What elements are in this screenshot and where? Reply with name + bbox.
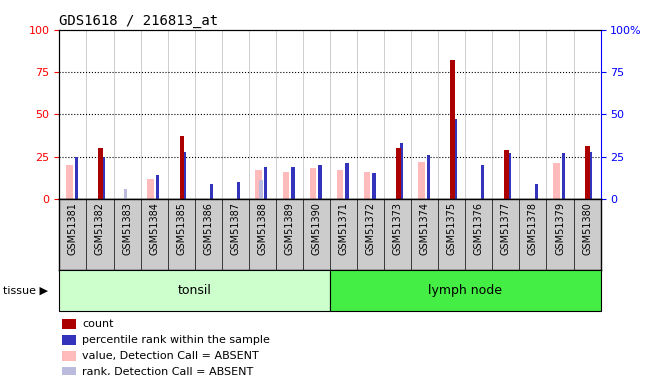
Bar	[282, 172, 289, 199]
Bar	[337, 170, 343, 199]
Bar	[210, 184, 213, 199]
Bar	[102, 157, 105, 199]
Bar	[330, 270, 601, 311]
Text: rank, Detection Call = ABSENT: rank, Detection Call = ABSENT	[82, 367, 253, 375]
Bar	[318, 165, 321, 199]
Bar	[66, 165, 73, 199]
Text: GSM51382: GSM51382	[95, 202, 105, 255]
Bar	[62, 367, 76, 375]
Text: tissue ▶: tissue ▶	[3, 286, 48, 296]
Bar	[508, 153, 511, 199]
Bar	[259, 180, 263, 199]
Bar	[62, 320, 76, 330]
Bar	[504, 150, 509, 199]
Bar	[62, 351, 76, 361]
Bar	[180, 136, 184, 199]
Text: GSM51379: GSM51379	[555, 202, 565, 255]
Bar	[237, 182, 240, 199]
Bar	[418, 162, 424, 199]
Bar	[124, 189, 127, 199]
Bar	[62, 335, 76, 345]
Bar	[75, 157, 78, 199]
Bar	[399, 143, 403, 199]
Text: GSM51371: GSM51371	[339, 202, 348, 255]
Text: GSM51373: GSM51373	[393, 202, 403, 255]
Text: lymph node: lymph node	[428, 284, 502, 297]
Bar	[553, 164, 560, 199]
Text: GSM51384: GSM51384	[149, 202, 159, 255]
Text: GSM51386: GSM51386	[203, 202, 213, 255]
Text: GSM51372: GSM51372	[366, 202, 376, 255]
Bar	[453, 119, 457, 199]
Text: GDS1618 / 216813_at: GDS1618 / 216813_at	[59, 13, 218, 28]
Text: tonsil: tonsil	[178, 284, 212, 297]
Bar	[345, 164, 348, 199]
Text: GSM51390: GSM51390	[312, 202, 321, 255]
Bar	[396, 148, 401, 199]
Bar	[364, 172, 370, 199]
Bar	[450, 60, 455, 199]
Bar	[589, 152, 592, 199]
Text: GSM51389: GSM51389	[284, 202, 294, 255]
Text: GSM51375: GSM51375	[447, 202, 457, 255]
Bar	[264, 166, 267, 199]
Bar	[98, 148, 103, 199]
Text: GSM51378: GSM51378	[528, 202, 538, 255]
Text: GSM51381: GSM51381	[68, 202, 78, 255]
Text: GSM51374: GSM51374	[420, 202, 430, 255]
Text: GSM51380: GSM51380	[582, 202, 592, 255]
Bar	[183, 152, 186, 199]
Bar	[535, 184, 538, 199]
Bar	[310, 168, 316, 199]
Text: count: count	[82, 320, 114, 329]
Text: GSM51383: GSM51383	[122, 202, 132, 255]
Bar	[426, 155, 430, 199]
Text: GSM51388: GSM51388	[257, 202, 267, 255]
Bar	[480, 165, 484, 199]
Text: GSM51387: GSM51387	[230, 202, 240, 255]
Bar	[59, 270, 330, 311]
Text: value, Detection Call = ABSENT: value, Detection Call = ABSENT	[82, 351, 259, 361]
Bar	[156, 175, 159, 199]
Bar	[255, 170, 262, 199]
Text: GSM51377: GSM51377	[501, 202, 511, 255]
Bar	[147, 178, 154, 199]
Text: GSM51376: GSM51376	[474, 202, 484, 255]
Bar	[372, 173, 376, 199]
Text: GSM51385: GSM51385	[176, 202, 186, 255]
Bar	[291, 166, 294, 199]
Bar	[562, 153, 565, 199]
Text: percentile rank within the sample: percentile rank within the sample	[82, 335, 270, 345]
Bar	[585, 147, 590, 199]
